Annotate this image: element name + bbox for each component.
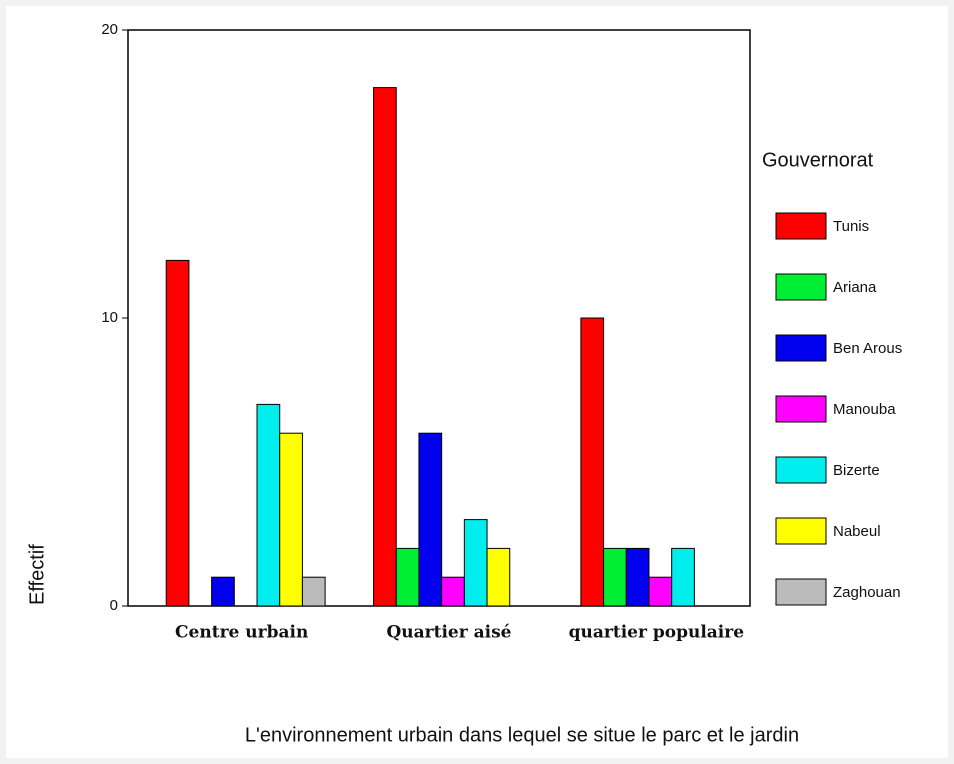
bar — [279, 432, 303, 607]
x-tick-label: Centre urbain — [175, 623, 308, 643]
legend-label: Zaghouan — [833, 584, 901, 601]
legend-label: Nabeul — [833, 523, 881, 540]
bar — [603, 547, 627, 607]
legend-swatch — [775, 212, 827, 240]
bar — [441, 576, 465, 607]
legend-swatch — [775, 334, 827, 362]
legend-swatch — [775, 517, 827, 545]
legend-label: Manouba — [833, 401, 896, 418]
bar — [463, 519, 488, 607]
bar — [418, 432, 443, 607]
x-axis-label: L'environnement urbain dans lequel se si… — [245, 724, 799, 746]
legend-swatch — [775, 578, 827, 606]
legend-swatch — [775, 273, 827, 301]
bar — [580, 317, 605, 607]
y-axis-label: Effectif — [26, 544, 48, 605]
bar — [301, 576, 326, 607]
legend-label: Tunis — [833, 218, 869, 235]
legend-label: Bizerte — [833, 462, 880, 479]
legend-label: Ariana — [833, 279, 877, 296]
x-tick-label: Quartier aisé — [386, 623, 511, 643]
bar — [671, 547, 695, 607]
legend-swatch — [775, 456, 827, 484]
y-tick-label: 0 — [110, 597, 118, 614]
bar — [486, 547, 511, 607]
bar — [211, 576, 235, 607]
y-tick-label: 20 — [101, 21, 118, 38]
bar — [625, 547, 650, 607]
legend-label: Ben Arous — [833, 340, 902, 357]
legend-title: Gouvernorat — [762, 149, 874, 171]
y-tick-label: 10 — [101, 309, 118, 326]
bar — [395, 547, 420, 607]
legend-swatch — [775, 395, 827, 423]
bar — [373, 87, 397, 607]
bar — [256, 403, 281, 607]
canvas — [6, 6, 948, 758]
bar — [165, 259, 190, 607]
x-tick-label: quartier populaire — [569, 623, 745, 643]
bar — [648, 576, 673, 607]
